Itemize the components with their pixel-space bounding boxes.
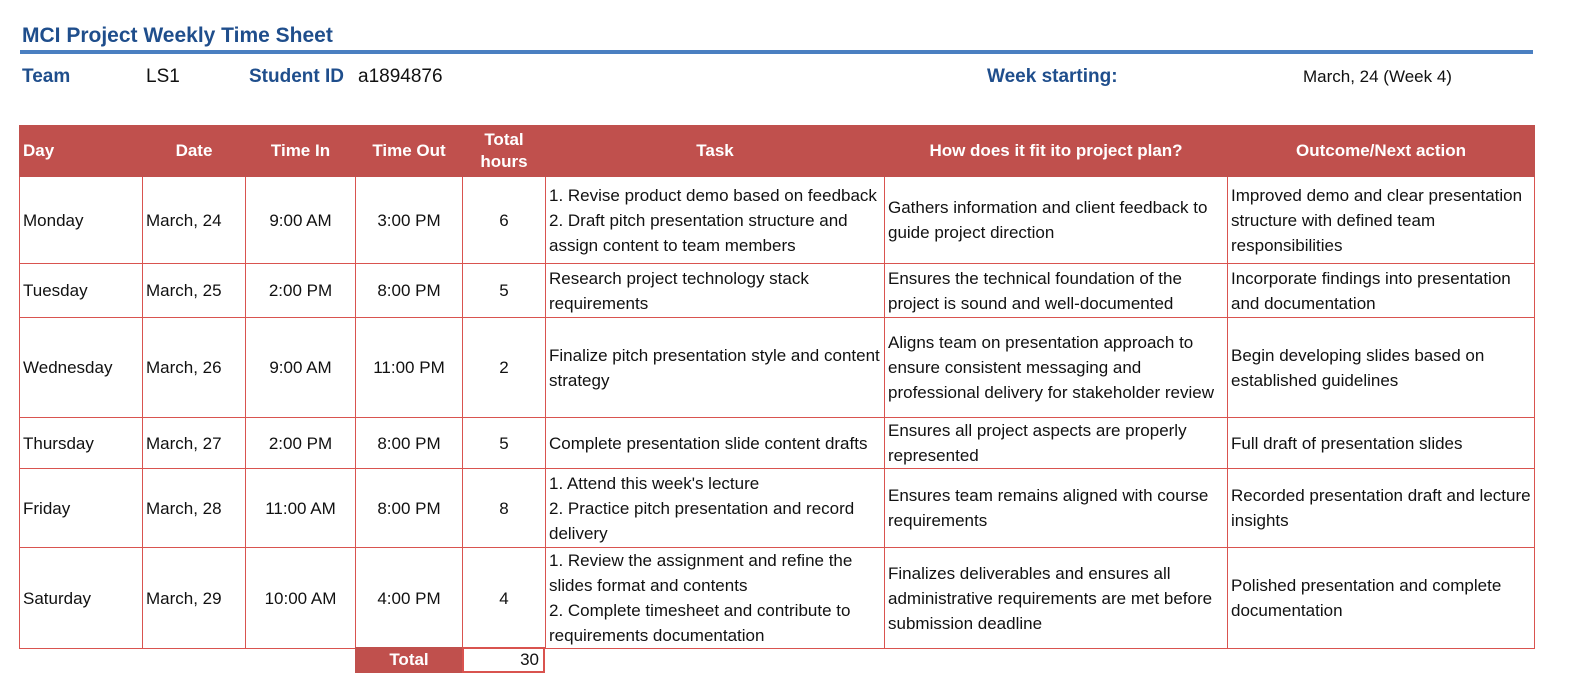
task-line: Complete presentation slide content draf… [549,433,868,453]
header-row: Day Date Time In Time Out Total hours Ta… [19,125,1535,177]
task-cell: 1. Revise product demo based on feedback… [545,176,885,264]
table-row: Monday March, 24 9:00 AM 3:00 PM 6 1. Re… [19,176,1535,264]
time-out-cell: 11:00 PM [355,317,463,418]
col-header-time-out: Time Out [355,125,463,177]
timesheet-table: Day Date Time In Time Out Total hours Ta… [19,125,1535,649]
col-header-date: Date [142,125,246,177]
table-row: Saturday March, 29 10:00 AM 4:00 PM 4 1.… [19,547,1535,649]
table-row: Thursday March, 27 2:00 PM 8:00 PM 5 Com… [19,417,1535,469]
outcome-cell: Full draft of presentation slides [1227,417,1535,469]
title-underline [20,50,1533,54]
col-header-project-fit: How does it fit ito project plan? [884,125,1228,177]
project-fit-cell: Ensures all project aspects are properly… [884,417,1228,469]
col-header-day: Day [19,125,143,177]
total-hours-value[interactable]: 30 [462,647,545,673]
student-id-label: Student ID [249,66,344,87]
outcome-cell: Begin developing slides based on establi… [1227,317,1535,418]
date-cell: March, 27 [142,417,246,469]
time-in-cell: 2:00 PM [245,417,356,469]
date-cell: March, 28 [142,468,246,548]
project-fit-cell: Aligns team on presentation approach to … [884,317,1228,418]
team-label: Team [22,66,71,87]
hours-cell: 5 [462,417,546,469]
hours-cell: 2 [462,317,546,418]
outcome-cell: Improved demo and clear presentation str… [1227,176,1535,264]
team-value: LS1 [146,66,180,87]
task-line: 1. Revise product demo based on feedback [549,185,877,205]
day-cell: Friday [19,468,143,548]
day-cell: Saturday [19,547,143,649]
task-cell: Finalize pitch presentation style and co… [545,317,885,418]
day-cell: Thursday [19,417,143,469]
project-fit-cell: Gathers information and client feedback … [884,176,1228,264]
task-line: 2. Practice pitch presentation and recor… [549,498,855,543]
task-cell: 1. Attend this week's lecture 2. Practic… [545,468,885,548]
table-row: Tuesday March, 25 2:00 PM 8:00 PM 5 Rese… [19,263,1535,318]
day-cell: Monday [19,176,143,264]
time-out-cell: 4:00 PM [355,547,463,649]
col-header-total-hours: Total hours [462,125,546,177]
outcome-cell: Recorded presentation draft and lecture … [1227,468,1535,548]
time-in-cell: 9:00 AM [245,317,356,418]
col-header-task: Task [545,125,885,177]
hours-cell: 8 [462,468,546,548]
day-cell: Tuesday [19,263,143,318]
date-cell: March, 24 [142,176,246,264]
task-line: 2. Draft pitch presentation structure an… [549,210,848,255]
time-out-cell: 3:00 PM [355,176,463,264]
col-header-outcome: Outcome/Next action [1227,125,1535,177]
time-in-cell: 10:00 AM [245,547,356,649]
time-out-cell: 8:00 PM [355,417,463,469]
week-starting-value: March, 24 (Week 4) [1303,67,1452,86]
task-line: 1. Review the assignment and refine the … [549,551,853,595]
time-in-cell: 11:00 AM [245,468,356,548]
table-row: Friday March, 28 11:00 AM 8:00 PM 8 1. A… [19,468,1535,548]
hours-cell: 4 [462,547,546,649]
time-out-cell: 8:00 PM [355,468,463,548]
outcome-cell: Polished presentation and complete docum… [1227,547,1535,649]
time-in-cell: 2:00 PM [245,263,356,318]
date-cell: March, 26 [142,317,246,418]
total-label: Total [355,647,463,673]
task-line: 2. Complete timesheet and contribute to … [549,601,851,645]
outcome-cell: Incorporate findings into presentation a… [1227,263,1535,318]
task-cell: Complete presentation slide content draf… [545,417,885,469]
project-fit-cell: Ensures the technical foundation of the … [884,263,1228,318]
hours-cell: 5 [462,263,546,318]
day-cell: Wednesday [19,317,143,418]
col-header-time-in: Time In [245,125,356,177]
sheet-title: MCI Project Weekly Time Sheet [22,24,333,47]
date-cell: March, 25 [142,263,246,318]
col-header-total-hours-line1: Total [484,130,524,149]
task-line: 1. Attend this week's lecture [549,473,760,493]
task-line: Finalize pitch presentation style and co… [549,345,880,390]
week-starting-label: Week starting: [987,66,1118,87]
task-cell: Research project technology stack requir… [545,263,885,318]
project-fit-cell: Ensures team remains aligned with course… [884,468,1228,548]
col-header-total-hours-line2: hours [480,152,528,171]
time-in-cell: 9:00 AM [245,176,356,264]
date-cell: March, 29 [142,547,246,649]
table-row: Wednesday March, 26 9:00 AM 11:00 PM 2 F… [19,317,1535,418]
student-id-value: a1894876 [358,66,443,87]
project-fit-cell: Finalizes deliverables and ensures all a… [884,547,1228,649]
task-cell: 1. Review the assignment and refine the … [545,547,885,649]
hours-cell: 6 [462,176,546,264]
time-out-cell: 8:00 PM [355,263,463,318]
task-line: Research project technology stack requir… [549,268,809,313]
